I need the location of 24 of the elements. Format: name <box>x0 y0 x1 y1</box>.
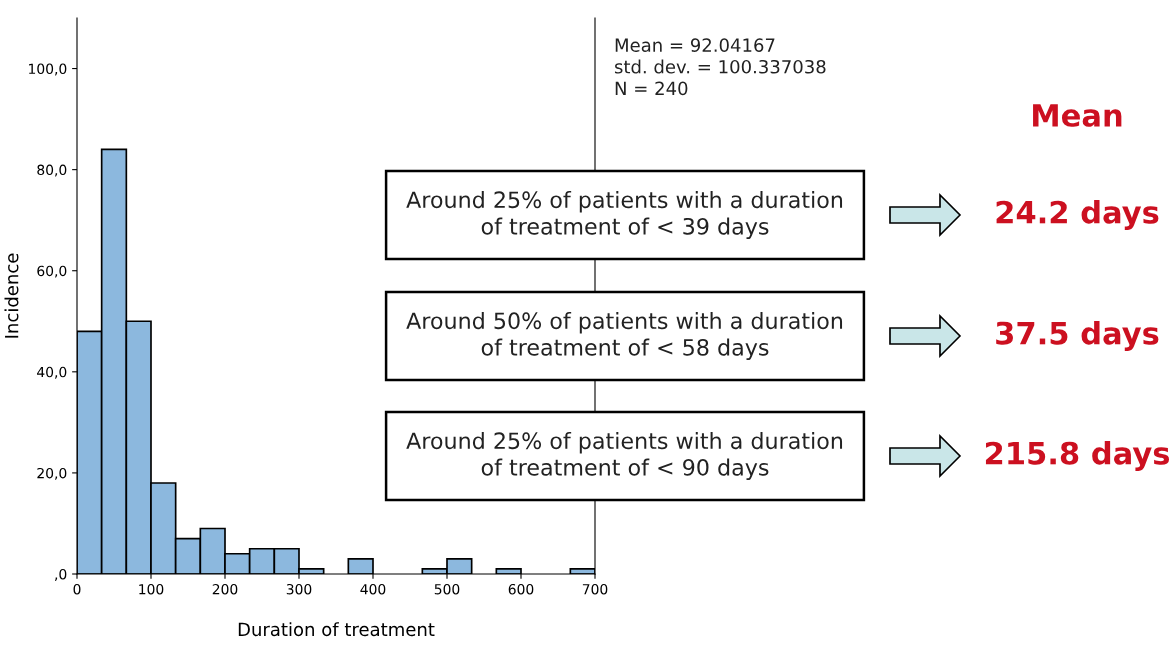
x-tick-label: 200 <box>212 583 238 595</box>
y-tick-label: 20,0 <box>37 467 67 480</box>
text: 215.8 days <box>985 441 1170 471</box>
x-tick-label: 600 <box>508 583 534 595</box>
x-tick-label: 300 <box>286 583 312 595</box>
y-tick-label: 100,0 <box>29 63 67 76</box>
x-tick-label: 0 <box>73 583 81 595</box>
text: 37.5 days <box>996 321 1159 351</box>
x-tick-label: 100 <box>139 583 164 595</box>
text: Mean = 92.04167 std. dev. = 100.337038 N = 240 <box>614 38 826 96</box>
x-tick-label: 700 <box>582 583 608 595</box>
y-tick-label: 80,0 <box>37 164 67 177</box>
text: Mean <box>1033 104 1122 127</box>
annotation: Around 25% of patients with a duration of treatment of < 90 days <box>406 431 843 481</box>
x-tick-label: 500 <box>434 583 460 595</box>
y-axis-title: Incidence <box>4 253 19 338</box>
annotation: Around 25% of patients with a duration of treatment of < 39 days <box>406 190 843 240</box>
y-tick-label: ,0 <box>55 568 67 581</box>
x-axis-title: Duration of treatment <box>238 622 435 637</box>
text: 24.2 days <box>996 200 1159 230</box>
x-tick-label: 400 <box>360 583 386 595</box>
y-tick-label: 40,0 <box>37 366 67 379</box>
annotation: Around 50% of patients with a duration of treatment of < 58 days <box>406 311 843 361</box>
y-tick-label: 60,0 <box>37 265 67 278</box>
